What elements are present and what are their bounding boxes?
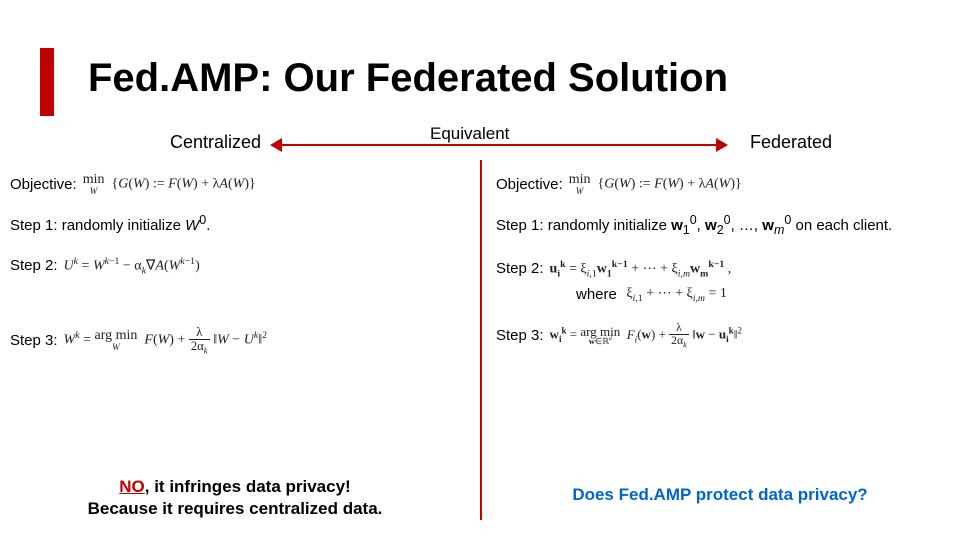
left-callout: NO, it infringes data privacy! Because i… [0, 476, 470, 520]
right-objective-row: Objective: minW {G(W) := F(W) + λA(W)} [496, 174, 950, 195]
left-step2-row: Step 2: Uk = Wk−1 − αk∇A(Wk−1) [10, 256, 470, 276]
left-step3-formula: Wk = arg minW F(W) + λ2αk ‖W − Uk‖2 [64, 326, 267, 355]
left-objective-formula: minW {G(W) := F(W) + λA(W)} [83, 174, 256, 195]
right-step2-label: Step 2: [496, 260, 544, 277]
left-callout-text1: , it infringes data privacy! [145, 477, 351, 496]
equivalent-label: Equivalent [430, 124, 509, 144]
right-step1: Step 1: randomly initialize w10, w20, …,… [496, 213, 950, 237]
right-step2-row: Step 2: uik = ξi,1w1k−1 + ⋯ + ξi,mwmk−1 … [496, 259, 950, 279]
equivalence-arrow [278, 144, 718, 146]
right-step2-formula: uik = ξi,1w1k−1 + ⋯ + ξi,mwmk−1 , [550, 259, 732, 279]
right-objective-formula: minW {G(W) := F(W) + λA(W)} [569, 174, 742, 195]
left-step1: Step 1: randomly initialize W0. [10, 213, 470, 234]
right-callout: Does Fed.AMP protect data privacy? [490, 484, 950, 506]
centralized-column: Objective: minW {G(W) := F(W) + λA(W)} S… [10, 174, 470, 524]
right-where-label: where [576, 286, 617, 303]
left-step3-label: Step 3: [10, 332, 58, 349]
no-emphasis: NO [119, 477, 145, 496]
federated-label: Federated [750, 132, 832, 153]
right-where-formula: ξi,1 + ⋯ + ξi,m = 1 [623, 285, 727, 304]
right-step3-formula: wik = arg minw∈ℝd Fi(w) + λ2αk ‖w − uik‖… [550, 322, 742, 349]
left-step3-row: Step 3: Wk = arg minW F(W) + λ2αk ‖W − U… [10, 326, 470, 355]
vertical-divider [480, 160, 482, 520]
arrow-right-icon [716, 138, 728, 152]
right-where-row: where ξi,1 + ⋯ + ξi,m = 1 [496, 285, 950, 304]
right-objective-label: Objective: [496, 176, 563, 193]
left-step2-label: Step 2: [10, 257, 58, 274]
header-row: Centralized Equivalent Federated [0, 132, 960, 162]
right-step3-row: Step 3: wik = arg minw∈ℝd Fi(w) + λ2αk ‖… [496, 322, 950, 349]
left-callout-text2: Because it requires centralized data. [88, 499, 383, 518]
slide-title: Fed.AMP: Our Federated Solution [88, 56, 728, 101]
centralized-label: Centralized [170, 132, 261, 153]
left-step2-formula: Uk = Wk−1 − αk∇A(Wk−1) [64, 256, 200, 276]
accent-bar [40, 48, 54, 116]
left-objective-label: Objective: [10, 176, 77, 193]
federated-column: Objective: minW {G(W) := F(W) + λA(W)} S… [496, 174, 950, 524]
left-objective-row: Objective: minW {G(W) := F(W) + λA(W)} [10, 174, 470, 195]
right-step3-label: Step 3: [496, 327, 544, 344]
